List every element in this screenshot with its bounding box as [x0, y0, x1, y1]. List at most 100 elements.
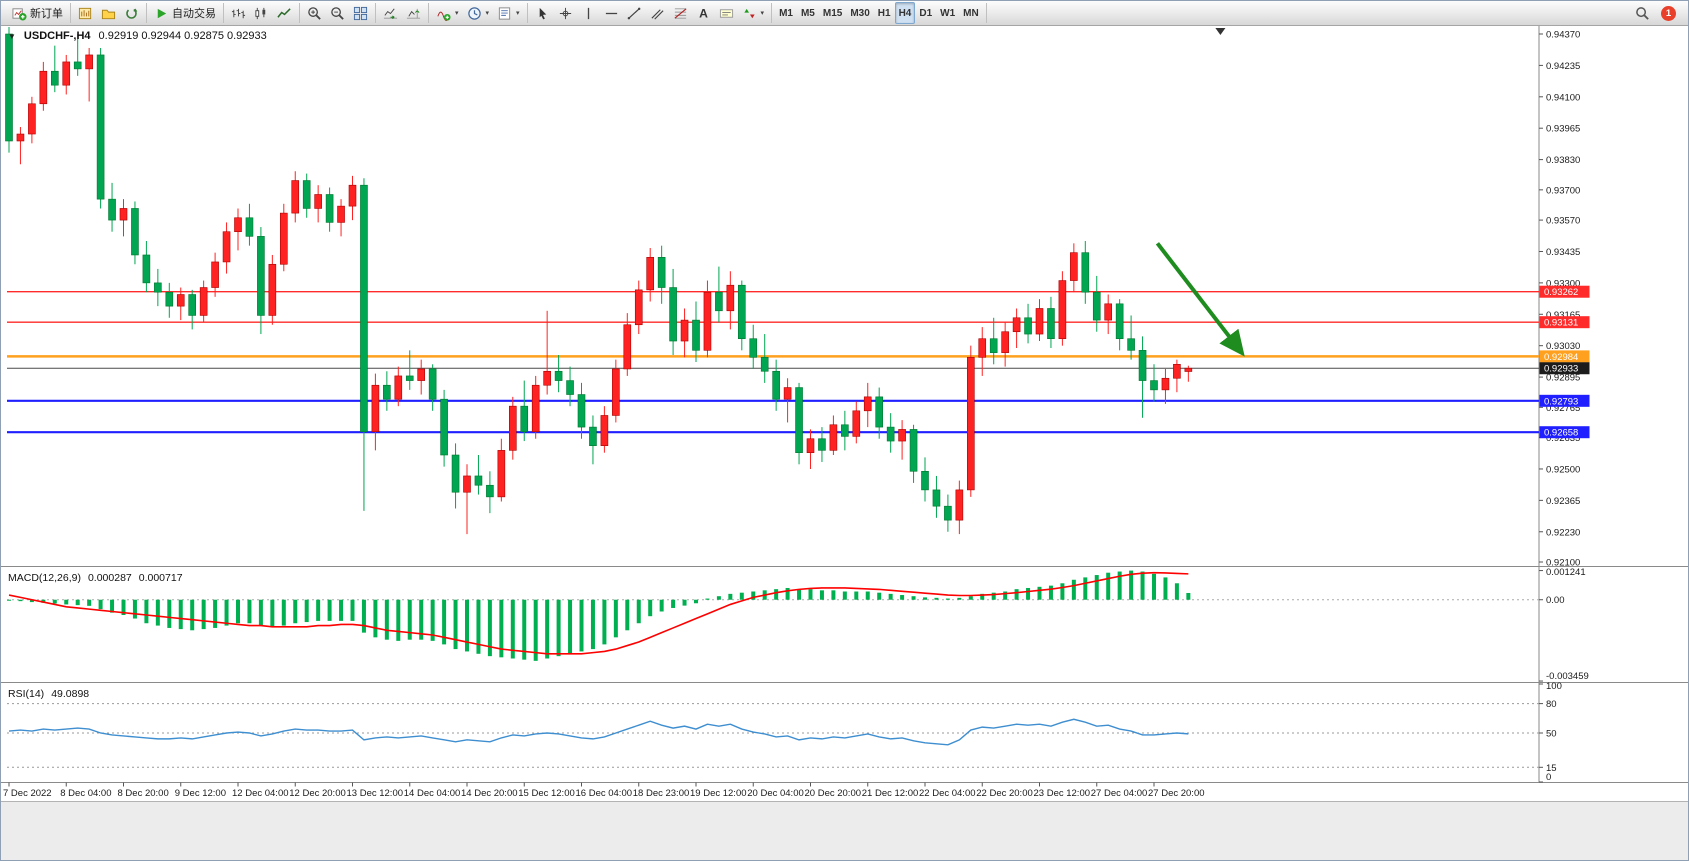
- horizontal-line-button[interactable]: [600, 2, 623, 24]
- notification-badge[interactable]: 1: [1661, 5, 1676, 21]
- svg-text:18 Dec 23:00: 18 Dec 23:00: [633, 788, 690, 799]
- autotrading-button[interactable]: 自动交易: [150, 2, 220, 24]
- candle-body: [703, 291, 712, 351]
- svg-text:0.93570: 0.93570: [1546, 216, 1580, 227]
- candle-body: [165, 291, 174, 307]
- candle-body: [142, 254, 151, 284]
- one-click-trading-toggle[interactable]: ▼: [8, 31, 16, 41]
- fibonacci-button[interactable]: [669, 2, 692, 24]
- candle-body: [1024, 317, 1032, 335]
- svg-text:80: 80: [1546, 699, 1557, 710]
- timeframe-m5-button[interactable]: M5: [797, 2, 819, 24]
- chart-shift-marker[interactable]: [1215, 28, 1226, 35]
- timeframe-h4-button[interactable]: H4: [894, 2, 916, 24]
- timeframe-m30-button-label: M30: [850, 7, 870, 19]
- search-button[interactable]: [1631, 2, 1654, 24]
- candle-body: [463, 475, 471, 493]
- candle-body: [829, 424, 838, 451]
- channel-button[interactable]: [646, 2, 669, 24]
- candle-body: [73, 61, 82, 70]
- candle-body: [772, 370, 780, 400]
- price-tag: 0.92658: [1539, 426, 1590, 439]
- svg-text:0.94235: 0.94235: [1546, 61, 1580, 72]
- chart-shift-icon: [406, 6, 421, 21]
- new-order-button-label: 新订单: [30, 8, 63, 20]
- timeframe-m30-button[interactable]: M30: [846, 2, 873, 24]
- candle-body: [520, 405, 529, 433]
- templates-button[interactable]: ▾: [493, 2, 524, 24]
- tile-windows-button[interactable]: [349, 2, 372, 24]
- candle-body: [566, 380, 574, 395]
- candle-body: [234, 217, 242, 233]
- candle-body: [1173, 363, 1181, 379]
- svg-text:0.93262: 0.93262: [1544, 287, 1578, 298]
- svg-text:0.001241: 0.001241: [1546, 567, 1586, 578]
- svg-text:15 Dec 12:00: 15 Dec 12:00: [518, 788, 575, 799]
- vertical-line-button[interactable]: [577, 2, 600, 24]
- candle-body: [131, 208, 139, 256]
- crosshair-button[interactable]: [554, 2, 577, 24]
- price-tag: 0.92984: [1539, 350, 1590, 363]
- refresh-button[interactable]: [120, 2, 143, 24]
- svg-text:13 Dec 12:00: 13 Dec 12:00: [347, 788, 404, 799]
- timeframe-m15-button-label: M15: [822, 7, 843, 19]
- timeframe-h1-button-label: H1: [877, 7, 891, 19]
- new-chart-button[interactable]: [74, 2, 97, 24]
- timeframe-d1-button[interactable]: D1: [915, 2, 936, 24]
- candle-body: [1070, 252, 1078, 281]
- chart-shift-button[interactable]: [402, 2, 425, 24]
- profiles-button[interactable]: [97, 2, 120, 24]
- candle-body: [394, 375, 403, 400]
- chart-canvas[interactable]: 0.94370 0.94235 0.94100 0.93965 0.93830 0.937…: [1, 26, 1688, 806]
- arrows-button[interactable]: ▾: [738, 2, 769, 24]
- line-chart-button[interactable]: [273, 2, 296, 24]
- svg-text:0.92895: 0.92895: [1546, 373, 1580, 384]
- svg-text:0.92500: 0.92500: [1546, 464, 1580, 475]
- autotrading-button-label: 自动交易: [172, 8, 216, 20]
- timeframe-m1-button[interactable]: M1: [775, 2, 797, 24]
- auto-scroll-icon: [383, 6, 398, 21]
- candle-body: [795, 387, 803, 453]
- candle-body: [600, 415, 609, 447]
- candle-body: [1104, 303, 1112, 321]
- candle-body: [726, 284, 735, 312]
- indicators-button[interactable]: ▾: [432, 2, 463, 24]
- rsi-indicator-label: RSI(14) 49.0898: [8, 688, 89, 700]
- candle-body: [199, 287, 208, 316]
- caret-down-icon: ▾: [760, 10, 765, 17]
- new-order-button[interactable]: 新订单: [8, 2, 67, 24]
- timeframe-h1-button[interactable]: H1: [874, 2, 895, 24]
- candle-body: [474, 475, 483, 486]
- candle-body: [783, 387, 792, 400]
- timeframe-w1-button[interactable]: W1: [936, 2, 959, 24]
- text-button[interactable]: A: [692, 2, 715, 24]
- zoom-in-button[interactable]: [303, 2, 326, 24]
- svg-text:0.93165: 0.93165: [1546, 310, 1580, 321]
- trend-arrow[interactable]: [1155, 242, 1245, 357]
- macd-histogram: [7, 570, 1191, 661]
- trendline-button[interactable]: [623, 2, 646, 24]
- candle-body: [348, 184, 357, 207]
- candle-body: [932, 489, 941, 507]
- candle-body: [875, 396, 884, 428]
- cursor-button[interactable]: [531, 2, 554, 24]
- candle-body: [371, 384, 380, 433]
- svg-text:0.92230: 0.92230: [1546, 527, 1580, 538]
- candlestick-chart-button[interactable]: [250, 2, 273, 24]
- periods-button[interactable]: ▾: [463, 2, 494, 24]
- svg-text:12 Dec 04:00: 12 Dec 04:00: [232, 788, 289, 799]
- timeframe-mn-button[interactable]: MN: [959, 2, 983, 24]
- tile-windows-icon: [353, 6, 368, 21]
- auto-scroll-button[interactable]: [379, 2, 402, 24]
- candle-body: [715, 291, 723, 312]
- caret-down-icon: ▾: [516, 10, 520, 17]
- zoom-out-button[interactable]: [326, 2, 349, 24]
- candle-body: [646, 256, 655, 291]
- candle-body: [508, 405, 517, 451]
- timeframe-m15-button[interactable]: M15: [819, 2, 846, 24]
- text-label-button[interactable]: [715, 2, 738, 24]
- svg-text:20 Dec 04:00: 20 Dec 04:00: [747, 788, 804, 799]
- candle-body: [543, 370, 551, 386]
- timeframe-m5-button-label: M5: [800, 7, 815, 19]
- bar-chart-button[interactable]: [227, 2, 250, 24]
